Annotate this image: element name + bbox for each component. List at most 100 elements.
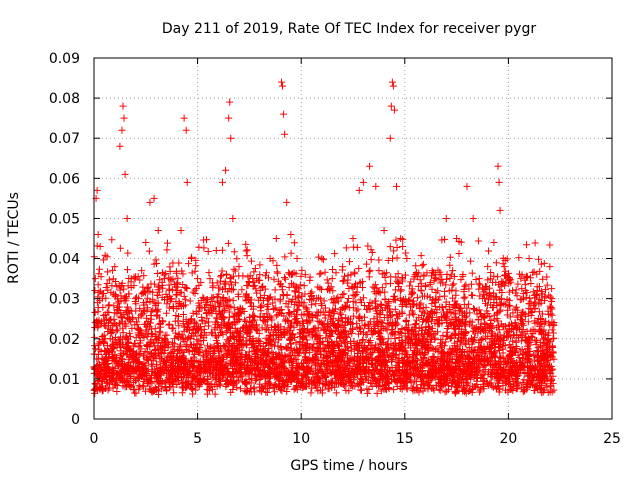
data-point (273, 268, 281, 276)
data-point (247, 257, 255, 265)
data-point (188, 269, 196, 277)
data-point (270, 388, 278, 396)
data-point (164, 239, 172, 247)
data-point (192, 262, 200, 270)
data-point (165, 281, 173, 289)
data-point (491, 348, 499, 356)
data-point (233, 255, 241, 263)
data-point (315, 253, 323, 261)
data-point (169, 275, 177, 283)
data-point (524, 318, 532, 326)
data-point (183, 342, 191, 350)
data-point (363, 260, 371, 268)
data-point (389, 255, 397, 263)
data-point (509, 324, 517, 332)
data-point (514, 378, 522, 386)
data-point (367, 256, 375, 264)
data-point (361, 321, 369, 329)
data-point (217, 271, 225, 279)
data-point (547, 369, 555, 377)
data-point (501, 271, 509, 279)
data-point (173, 304, 181, 312)
data-point (523, 241, 531, 249)
data-point (484, 380, 492, 388)
data-point (420, 272, 428, 280)
data-point (231, 380, 239, 388)
data-point (261, 362, 269, 370)
data-point (151, 342, 159, 350)
data-point (144, 294, 152, 302)
data-point (273, 261, 281, 269)
data-point (186, 297, 194, 305)
data-point (319, 256, 327, 264)
data-point (150, 280, 158, 288)
data-point (476, 367, 484, 375)
data-point (506, 313, 514, 321)
data-point (179, 310, 187, 318)
data-point (237, 385, 245, 393)
data-point (222, 376, 230, 384)
data-point (384, 256, 392, 264)
data-point (285, 297, 293, 305)
data-point (230, 304, 238, 312)
data-point (412, 262, 420, 270)
data-point (413, 294, 421, 302)
data-point (328, 296, 336, 304)
data-point (217, 377, 225, 385)
data-point (531, 239, 539, 247)
data-point (95, 265, 103, 273)
data-point (540, 259, 548, 267)
data-point (408, 307, 416, 315)
data-point (364, 306, 372, 314)
data-point (489, 278, 497, 286)
data-point (284, 303, 292, 311)
data-point (213, 382, 221, 390)
data-point (260, 317, 268, 325)
data-point (169, 259, 177, 267)
data-point (136, 305, 144, 313)
data-point (533, 337, 541, 345)
data-point (514, 280, 522, 288)
data-point (420, 316, 428, 324)
data-point (550, 386, 558, 394)
data-point (341, 272, 349, 280)
data-point (124, 303, 132, 311)
data-point (351, 270, 359, 278)
data-point (104, 268, 112, 276)
data-point (280, 274, 288, 282)
data-point (506, 341, 514, 349)
data-point (286, 310, 294, 318)
data-point (489, 352, 497, 360)
data-point (387, 312, 395, 320)
data-point (123, 266, 131, 274)
data-point (313, 383, 321, 391)
data-points (90, 78, 558, 398)
data-point (185, 260, 193, 268)
data-point (426, 279, 434, 287)
data-point (236, 368, 244, 376)
data-point (252, 285, 260, 293)
data-point (513, 292, 521, 300)
data-point (323, 365, 331, 373)
data-point (355, 314, 363, 322)
data-point (543, 345, 551, 353)
data-point (425, 326, 433, 334)
data-point (425, 311, 433, 319)
data-point (402, 249, 410, 257)
data-point (452, 291, 460, 299)
data-point (417, 324, 425, 332)
data-point (460, 294, 468, 302)
data-point (457, 276, 465, 284)
data-point (110, 366, 118, 374)
data-point (283, 388, 291, 396)
data-point (168, 325, 176, 333)
data-point (312, 300, 320, 308)
data-point (460, 288, 468, 296)
data-point (468, 280, 476, 288)
data-point (431, 302, 439, 310)
data-point (392, 236, 400, 244)
data-point (512, 286, 520, 294)
data-point (423, 269, 431, 277)
data-point (410, 275, 418, 283)
